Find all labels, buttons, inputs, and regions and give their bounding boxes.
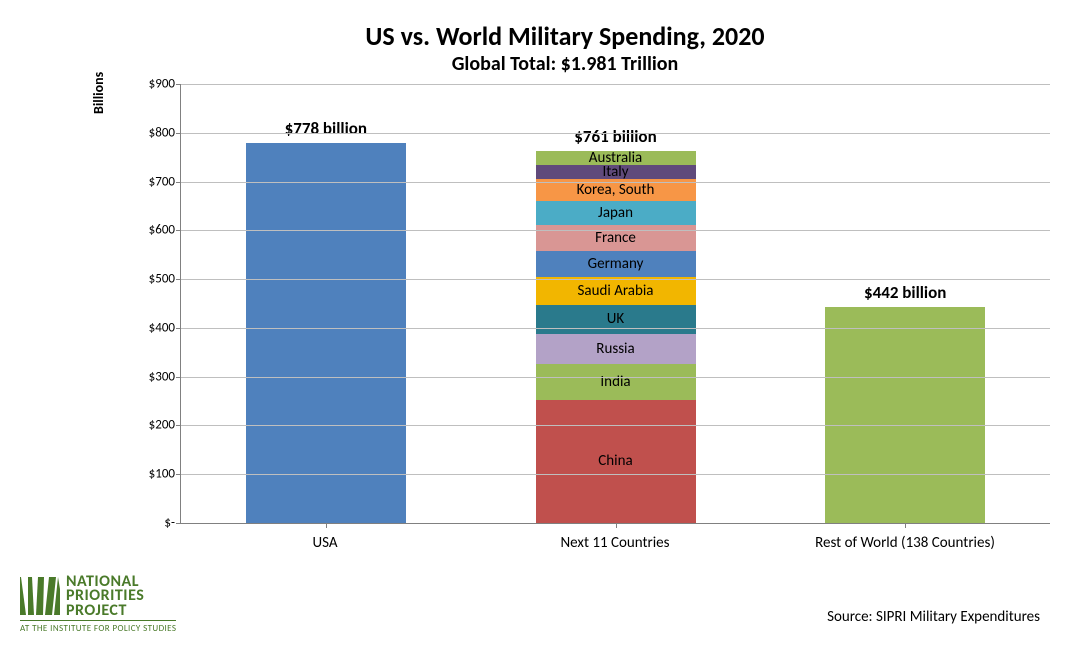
segment-label: Russia	[596, 340, 634, 358]
y-tickmark	[176, 133, 181, 134]
segment-label: Japan	[598, 204, 633, 222]
bars-row: $778 billion $761 billion China India Russia…	[181, 84, 1050, 523]
segment-label: Saudi Arabia	[578, 282, 654, 300]
y-tick-label: $200	[149, 418, 175, 433]
gridline	[181, 328, 1050, 329]
bar-segment: France	[536, 225, 696, 251]
bar-total-label: $761 billion	[574, 126, 656, 147]
segment-label: India	[600, 373, 630, 391]
plot-area: $778 billion $761 billion China India Russia…	[180, 84, 1050, 524]
chart-subtitle: Global Total: $1.981 Trillion	[70, 52, 1060, 76]
y-tick-label: $500	[149, 272, 175, 287]
plot-wrap: Billions $778 billion$761 billionChinaIn…	[130, 84, 1060, 554]
segment-label: Italy	[602, 165, 628, 179]
bar-segment: Australia	[536, 151, 696, 165]
x-axis-label: Rest of World (138 Countries)	[760, 528, 1050, 554]
gridline	[181, 425, 1050, 426]
logo-rays-icon	[20, 577, 60, 615]
chart-container: US vs. World Military Spending, 2020 Glo…	[70, 20, 1060, 580]
segment-label: Germany	[588, 255, 644, 273]
bar-slot: $761 billion China India Russia UK Saudi Arab…	[471, 84, 761, 523]
segment-label: UK	[607, 310, 624, 328]
x-axis-labels: USANext 11 CountriesRest of World (138 C…	[180, 528, 1050, 554]
y-tick-label: $600	[149, 223, 175, 238]
bar	[246, 143, 406, 523]
bar-slot: $442 billion	[760, 84, 1050, 523]
gridline	[181, 133, 1050, 134]
y-tick-label: $-	[164, 516, 175, 531]
gridline	[181, 377, 1050, 378]
bar-segment	[246, 143, 406, 523]
bar-total-label: $442 billion	[864, 282, 946, 303]
gridline	[181, 279, 1050, 280]
gridline	[181, 474, 1050, 475]
y-tickmark	[176, 474, 181, 475]
bar-total-label: $778 billion	[285, 118, 367, 139]
y-tickmark	[176, 279, 181, 280]
bar-segment	[825, 307, 985, 523]
y-tick-label: $400	[149, 320, 175, 335]
y-tickmark	[176, 84, 181, 85]
y-tick-label: $300	[149, 369, 175, 384]
y-tickmark	[176, 182, 181, 183]
segment-label: Australia	[589, 151, 642, 165]
gridline	[181, 84, 1050, 85]
gridline	[181, 182, 1050, 183]
y-axis-label: Billions	[90, 72, 107, 114]
bar-segment: Saudi Arabia	[536, 277, 696, 305]
x-axis-label: USA	[180, 528, 470, 554]
y-tick-label: $100	[149, 467, 175, 482]
x-axis-label: Next 11 Countries	[470, 528, 760, 554]
y-tickmark	[176, 425, 181, 426]
y-tick-label: $700	[149, 174, 175, 189]
logo-subtitle: AT THE INSTITUTE FOR POLICY STUDIES	[20, 620, 176, 634]
logo-text: NATIONAL PRIORITIES PROJECT	[66, 575, 144, 618]
y-tickmark	[176, 377, 181, 378]
y-tick-label: $800	[149, 125, 175, 140]
segment-label: Korea, South	[577, 181, 655, 199]
bar	[825, 307, 985, 523]
y-tickmark	[176, 230, 181, 231]
bar-segment: India	[536, 364, 696, 400]
bar-segment: Germany	[536, 251, 696, 277]
y-tickmark	[176, 328, 181, 329]
segment-label: China	[598, 452, 632, 470]
segment-label: France	[595, 229, 636, 247]
npp-logo: NATIONAL PRIORITIES PROJECT AT THE INSTI…	[20, 575, 176, 634]
logo-line3: PROJECT	[66, 604, 144, 618]
gridline	[181, 230, 1050, 231]
source-text: Source: SIPRI Military Expenditures	[827, 608, 1040, 626]
bar-segment: China	[536, 400, 696, 523]
bar-slot: $778 billion	[181, 84, 471, 523]
bar-segment: Russia	[536, 334, 696, 364]
bar-segment: Japan	[536, 201, 696, 225]
bar-segment: Italy	[536, 165, 696, 179]
bar: China India Russia UK Saudi Arabia Germany Fra…	[536, 151, 696, 523]
y-tickmark	[176, 523, 181, 524]
chart-title: US vs. World Military Spending, 2020	[70, 20, 1060, 52]
bar-segment: UK	[536, 305, 696, 334]
y-tick-label: $900	[149, 77, 175, 92]
